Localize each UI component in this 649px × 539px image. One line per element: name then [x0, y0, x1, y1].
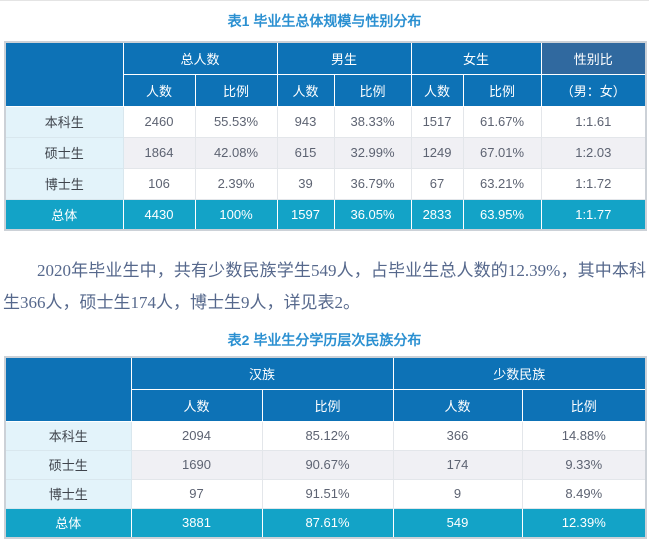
data-cell: 1597 [276, 198, 335, 231]
data-cell: 14.88% [521, 420, 647, 451]
table1-subheader-ratio: 比例 [194, 73, 278, 107]
table1-subheader-count: 人数 [276, 73, 335, 107]
table1-gender-distribution: 总人数 男生 女生 性别比 人数 比例 人数 比例 人数 比例 （男：女） 本科… [4, 41, 648, 231]
table2-group-han: 汉族 [130, 356, 394, 390]
data-cell: 87.61% [261, 507, 394, 539]
data-cell: 1249 [410, 136, 464, 169]
table1-group-male: 男生 [276, 41, 412, 75]
data-cell: 42.08% [194, 136, 278, 169]
row-label: 本科生 [4, 105, 124, 138]
table2-corner-cell [4, 356, 132, 422]
table1-gender-ratio-header: 性别比 [540, 41, 647, 75]
data-cell: 1864 [122, 136, 196, 169]
body-paragraph: 2020年毕业生中，共有少数民族学生549人，占毕业生总人数的12.39%，其中… [3, 261, 646, 312]
row-label: 总体 [4, 507, 132, 539]
data-cell: 174 [392, 449, 523, 480]
data-cell: 1517 [410, 105, 464, 138]
table1-row-undergraduate: 本科生 2460 55.53% 943 38.33% 1517 61.67% 1… [4, 105, 647, 138]
data-cell: 1690 [130, 449, 263, 480]
data-cell: 2.39% [194, 167, 278, 200]
data-cell: 90.67% [261, 449, 394, 480]
data-cell: 63.95% [462, 198, 542, 231]
table2-row-master: 硕士生 1690 90.67% 174 9.33% [4, 449, 647, 480]
data-cell: 97 [130, 478, 263, 509]
table2-ethnic-distribution: 汉族 少数民族 人数 比例 人数 比例 本科生 2094 85.12% 366 … [4, 356, 648, 539]
table1-corner-cell [4, 41, 124, 107]
data-cell: 943 [276, 105, 335, 138]
table2-group-minority: 少数民族 [392, 356, 647, 390]
table2-title: 表2 毕业生分学历层次民族分布 [227, 332, 422, 348]
table2-group-header-row: 汉族 少数民族 [4, 356, 647, 422]
data-cell: 2094 [130, 420, 263, 451]
data-cell: 1:2.03 [540, 136, 647, 169]
data-cell: 9 [392, 478, 523, 509]
data-cell: 55.53% [194, 105, 278, 138]
data-cell: 85.12% [261, 420, 394, 451]
table2-subheader-count: 人数 [130, 388, 263, 422]
data-cell: 9.33% [521, 449, 647, 480]
data-cell: 1:1.61 [540, 105, 647, 138]
row-label: 博士生 [4, 167, 124, 200]
data-cell: 100% [194, 198, 278, 231]
data-cell: 61.67% [462, 105, 542, 138]
table2-subheader-ratio: 比例 [261, 388, 394, 422]
table1-gender-ratio-subheader: （男：女） [540, 73, 647, 107]
data-cell: 2833 [410, 198, 464, 231]
table1-group-female: 女生 [410, 41, 542, 75]
table1-row-doctor: 博士生 106 2.39% 39 36.79% 67 63.21% 1:1.72 [4, 167, 647, 200]
row-label: 总体 [4, 198, 124, 231]
table1-subheader-count: 人数 [122, 73, 196, 107]
data-cell: 1:1.72 [540, 167, 647, 200]
table1-row-total: 总体 4430 100% 1597 36.05% 2833 63.95% 1:1… [4, 198, 647, 231]
data-cell: 366 [392, 420, 523, 451]
table2-subheader-ratio: 比例 [521, 388, 647, 422]
data-cell: 38.33% [333, 105, 412, 138]
data-cell: 67 [410, 167, 464, 200]
data-cell: 36.05% [333, 198, 412, 231]
data-cell: 549 [392, 507, 523, 539]
table1-subheader-ratio: 比例 [333, 73, 412, 107]
table2-subheader-count: 人数 [392, 388, 523, 422]
data-cell: 91.51% [261, 478, 394, 509]
table1-sub-header-row: 人数 比例 人数 比例 人数 比例 （男：女） [5, 73, 647, 107]
table1-row-master: 硕士生 1864 42.08% 615 32.99% 1249 67.01% 1… [4, 136, 647, 169]
data-cell: 36.79% [333, 167, 412, 200]
table1-group-total: 总人数 [122, 41, 278, 75]
data-cell: 67.01% [462, 136, 542, 169]
table1-group-header-row: 总人数 男生 女生 性别比 [4, 41, 647, 107]
row-label: 硕士生 [4, 136, 124, 169]
data-cell: 3881 [130, 507, 263, 539]
table2-row-doctor: 博士生 97 91.51% 9 8.49% [4, 478, 647, 509]
table1-subheader-count: 人数 [410, 73, 464, 107]
row-label: 本科生 [4, 420, 132, 451]
table2-row-undergraduate: 本科生 2094 85.12% 366 14.88% [4, 420, 647, 451]
data-cell: 2460 [122, 105, 196, 138]
row-label: 硕士生 [4, 449, 132, 480]
data-cell: 12.39% [521, 507, 647, 539]
data-cell: 1:1.77 [540, 198, 647, 231]
table2-sub-header-row: 人数 比例 人数 比例 [5, 388, 647, 422]
row-label: 博士生 [4, 478, 132, 509]
data-cell: 32.99% [333, 136, 412, 169]
data-cell: 63.21% [462, 167, 542, 200]
data-cell: 106 [122, 167, 196, 200]
table1-subheader-ratio: 比例 [462, 73, 542, 107]
data-cell: 4430 [122, 198, 196, 231]
data-cell: 615 [276, 136, 335, 169]
data-cell: 39 [276, 167, 335, 200]
data-cell: 8.49% [521, 478, 647, 509]
table1-title: 表1 毕业生总体规模与性别分布 [227, 13, 422, 29]
table2-row-total: 总体 3881 87.61% 549 12.39% [4, 507, 647, 539]
